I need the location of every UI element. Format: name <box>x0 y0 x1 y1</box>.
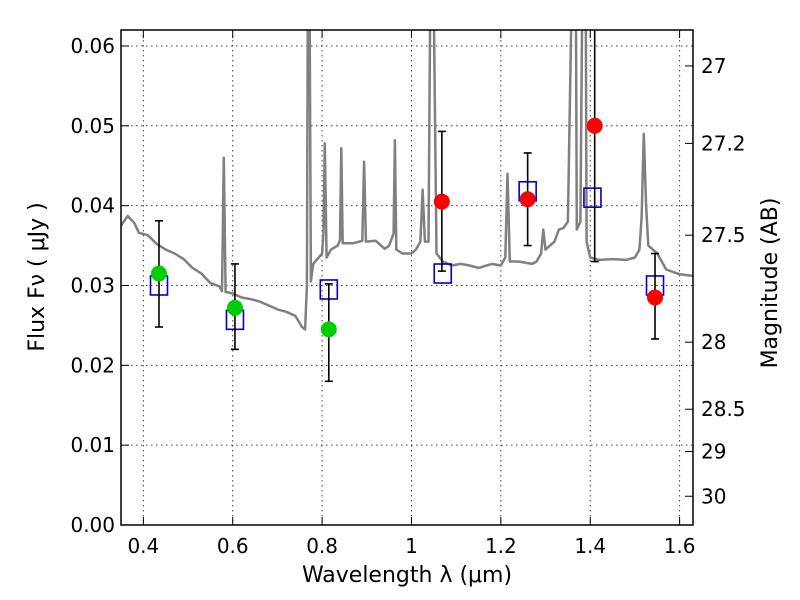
observed-ir-point <box>433 193 450 210</box>
x-axis-label: Wavelength λ (μm) <box>302 563 512 588</box>
x-tick-label: 0.6 <box>217 534 249 558</box>
observed-ir-point <box>519 191 536 208</box>
y-tick-label: 0.00 <box>70 513 115 537</box>
observed-optical-point <box>150 265 167 282</box>
model-flux-box <box>583 187 602 208</box>
y2-tick-label: 28.5 <box>701 397 746 421</box>
plot-data <box>121 30 693 383</box>
y2-tick-label: 27.2 <box>701 131 746 155</box>
x-tick-label: 1.2 <box>485 534 517 558</box>
y-tick-label: 0.01 <box>70 433 115 457</box>
y2-tick-label: 27 <box>701 54 726 78</box>
x-tick-label: 1.4 <box>574 534 606 558</box>
y2-axis-label: Magnitude (AB) <box>758 198 783 369</box>
axis-ticks: 0.4 0.6 0.8 1 1.2 1.4 1.6 0.00 0.01 0.02 0.03 0.04 0… <box>70 30 746 558</box>
y2-tick-label: 29 <box>701 440 726 464</box>
y-tick-label: 0.04 <box>70 194 115 218</box>
y-tick-label: 0.03 <box>70 273 115 297</box>
model-flux-box <box>433 263 453 284</box>
x-tick-label: 1.6 <box>664 534 696 558</box>
y2-tick-label: 27.5 <box>701 223 746 247</box>
y-tick-label: 0.06 <box>70 34 115 58</box>
observed-optical-point <box>226 299 243 316</box>
x-tick-label: 0.8 <box>306 534 338 558</box>
y-axis-label: Flux Fν ( μJy ) <box>25 202 50 351</box>
observed-ir-point <box>586 117 603 134</box>
x-tick-label: 0.4 <box>127 534 159 558</box>
y2-tick-label: 30 <box>701 484 726 508</box>
observed-optical-point <box>320 321 337 338</box>
plot-frame <box>120 29 694 526</box>
y-tick-label: 0.02 <box>70 353 115 377</box>
x-tick-label: 1 <box>405 534 418 558</box>
y-tick-label: 0.05 <box>70 114 115 138</box>
y2-tick-label: 28 <box>701 330 726 354</box>
template-spectrum-line <box>121 30 693 331</box>
observed-ir-point <box>647 289 664 306</box>
